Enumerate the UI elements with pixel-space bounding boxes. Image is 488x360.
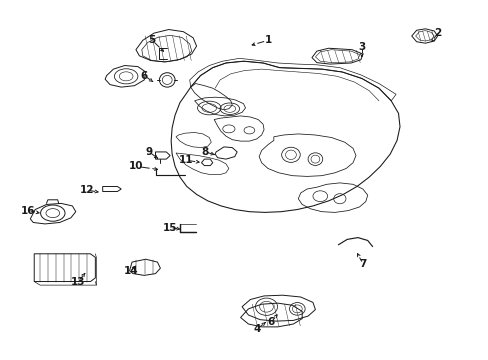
Text: 11: 11 [178, 155, 193, 165]
Text: 6: 6 [141, 71, 147, 81]
Text: 12: 12 [80, 185, 94, 195]
Text: 8: 8 [202, 147, 208, 157]
Text: 16: 16 [21, 206, 36, 216]
Text: 13: 13 [71, 276, 85, 287]
Text: 1: 1 [264, 35, 271, 45]
Text: 15: 15 [163, 222, 177, 233]
Text: 6: 6 [267, 317, 274, 327]
Text: 4: 4 [252, 324, 260, 334]
Text: 7: 7 [358, 258, 366, 269]
Text: 2: 2 [433, 28, 440, 38]
Text: 9: 9 [145, 147, 152, 157]
Text: 3: 3 [358, 42, 365, 52]
Text: 14: 14 [123, 266, 138, 276]
Text: 10: 10 [128, 161, 143, 171]
Text: 5: 5 [148, 35, 155, 45]
